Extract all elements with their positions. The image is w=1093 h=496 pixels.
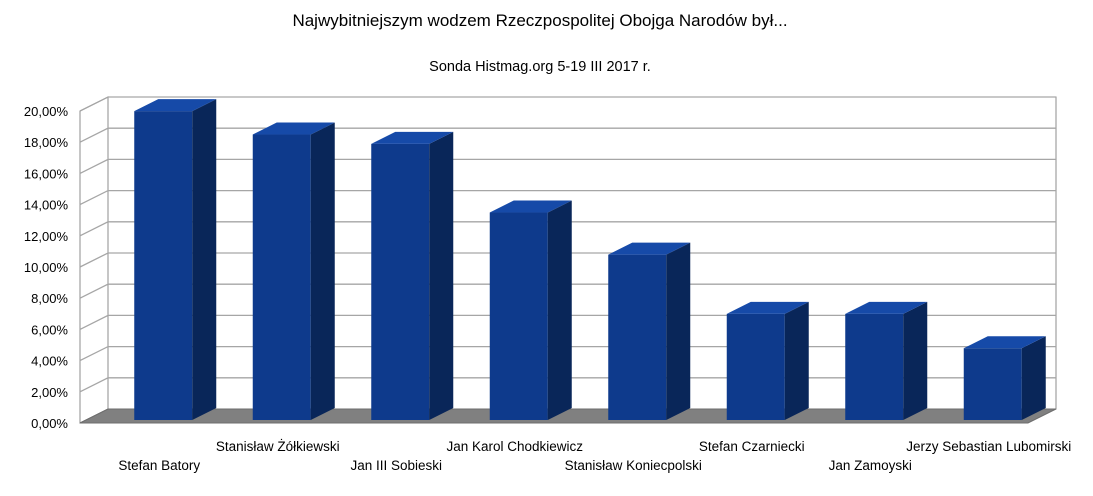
chart-title: Najwybitniejszym wodzem Rzeczpospolitej … [292, 11, 787, 30]
bar-front [608, 254, 667, 420]
y-tick-label: 6,00% [31, 322, 68, 337]
bar-front [845, 313, 904, 420]
bar [608, 242, 691, 420]
bar-front [252, 134, 311, 420]
x-category-label: Stanisław Koniecpolski [565, 458, 702, 473]
x-category-label: Stanisław Żółkiewski [216, 439, 340, 454]
x-category-label: Jan Karol Chodkiewicz [446, 439, 583, 454]
y-tick-label: 4,00% [31, 354, 68, 369]
x-axis: Stefan Batory Stanisław Żółkiewski Jan III… [118, 439, 1071, 473]
bar-front [371, 143, 430, 420]
bar [963, 336, 1046, 420]
bar-side [666, 242, 691, 420]
bar-side [429, 131, 454, 420]
gridline [79, 221, 1056, 237]
bar-top [134, 99, 217, 112]
bar-top [252, 122, 335, 135]
bars [134, 99, 1046, 421]
y-tick-label: 0,00% [31, 416, 68, 431]
y-tick-label: 16,00% [24, 166, 69, 181]
bar-side [1021, 336, 1046, 420]
x-category-label: Stefan Czarniecki [699, 439, 805, 454]
y-tick-label: 18,00% [24, 135, 69, 150]
gridline [79, 127, 1056, 143]
bar [726, 301, 809, 420]
x-category-label: Jan III Sobieski [350, 458, 442, 473]
bar [134, 99, 217, 421]
bar-top [845, 301, 928, 314]
gridline [79, 158, 1056, 174]
x-category-label: Jerzy Sebastian Lubomirski [906, 439, 1071, 454]
y-tick-label: 14,00% [24, 198, 69, 213]
bar-side [192, 99, 217, 421]
gridline [79, 252, 1056, 268]
y-axis: 0,00% 2,00% 4,00% 6,00% 8,00% 10,00% 12,00% 14,… [24, 104, 69, 431]
y-tick-label: 8,00% [31, 291, 68, 306]
bar-front [489, 212, 548, 420]
bar-front [963, 348, 1022, 420]
y-tick-label: 2,00% [31, 385, 68, 400]
bar-front [726, 313, 785, 420]
bar-top [963, 336, 1046, 349]
gridline [79, 96, 1056, 112]
y-tick-label: 20,00% [24, 104, 69, 119]
bar-side [784, 301, 809, 420]
gridline [79, 283, 1056, 299]
y-tick-label: 12,00% [24, 229, 69, 244]
bar-side [310, 122, 335, 421]
chart-subtitle: Sonda Histmag.org 5-19 III 2017 r. [429, 59, 651, 75]
bar-top [726, 301, 809, 314]
bar [252, 122, 335, 421]
bar-top [608, 242, 691, 255]
bar-side [903, 301, 928, 420]
bar-top [371, 131, 454, 144]
bar [845, 301, 928, 420]
x-category-label: Stefan Batory [118, 458, 200, 473]
bar-top [489, 200, 572, 213]
y-tick-label: 10,00% [24, 260, 69, 275]
bar-side [547, 200, 572, 420]
bar [371, 131, 454, 420]
gridline [79, 189, 1056, 206]
x-category-label: Jan Zamoyski [829, 458, 912, 473]
bar [489, 200, 572, 420]
bar-front [134, 111, 193, 421]
